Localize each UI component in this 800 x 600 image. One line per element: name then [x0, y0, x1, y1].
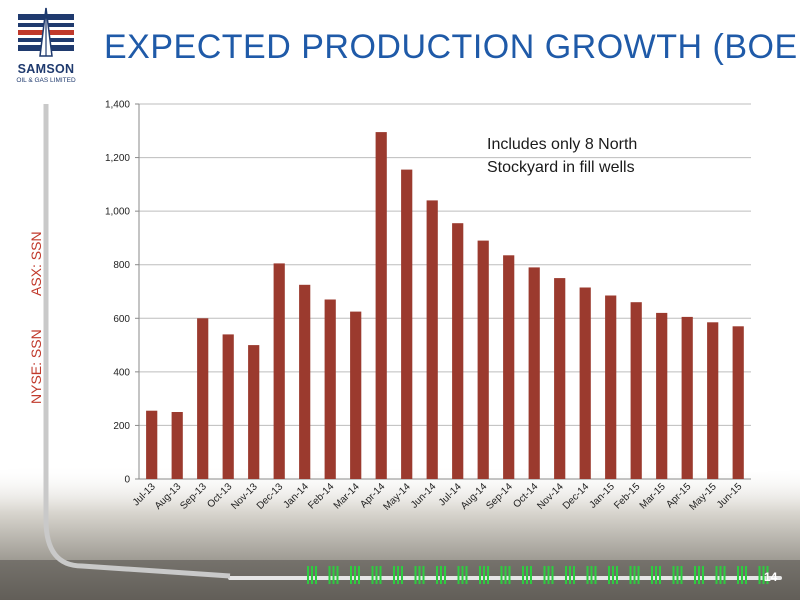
- y-tick-label: 1,200: [105, 153, 130, 164]
- bar-feb-14: [324, 299, 336, 479]
- x-tick-label: Mar-14: [332, 481, 362, 511]
- slide-title: EXPECTED PRODUCTION GROWTH (BOEPD): [104, 28, 800, 66]
- bar-may-14: [401, 169, 413, 479]
- x-tick-label: Sep-14: [484, 481, 515, 512]
- annotation-line-2: Stockyard in fill wells: [487, 159, 635, 176]
- x-tick-label: Jan-14: [281, 481, 311, 511]
- bar-feb-15: [630, 302, 642, 479]
- bar-jul-14: [452, 223, 464, 479]
- bar-nov-14: [554, 278, 566, 479]
- y-tick-label: 0: [124, 475, 130, 486]
- bar-sep-14: [503, 255, 515, 479]
- bar-mar-14: [350, 311, 362, 479]
- page-number: 14: [764, 570, 778, 584]
- y-tick-label: 800: [113, 260, 130, 271]
- bar-aug-14: [477, 240, 489, 479]
- bar-oct-13: [222, 334, 234, 479]
- bar-jan-15: [605, 295, 617, 479]
- bar-may-15: [707, 322, 719, 479]
- company-logo: SAMSON OIL & GAS LIMITED: [8, 6, 84, 96]
- x-tick-label: May-15: [688, 481, 720, 513]
- bar-jul-13: [146, 410, 158, 479]
- bar-nov-13: [248, 345, 260, 479]
- chart-annotation: Includes only 8 North Stockyard in fill …: [487, 133, 637, 179]
- x-tick-label: May-14: [382, 481, 414, 513]
- bar-oct-14: [528, 267, 540, 479]
- x-tick-label: Mar-15: [638, 481, 668, 511]
- logo-mark-icon: [18, 7, 74, 57]
- bar-dec-14: [579, 287, 591, 479]
- bar-apr-15: [681, 316, 693, 479]
- x-tick-label: Jan-15: [587, 481, 617, 511]
- y-tick-label: 1,000: [105, 207, 130, 218]
- x-tick-label: Dec-14: [561, 481, 592, 512]
- y-tick-label: 600: [113, 314, 130, 325]
- x-tick-label: Aug-14: [459, 481, 490, 512]
- logo-name: SAMSON: [17, 62, 75, 76]
- bar-sep-13: [197, 318, 209, 479]
- x-tick-label: Nov-14: [535, 481, 566, 512]
- annotation-line-1: Includes only 8 North: [487, 136, 638, 153]
- bar-apr-14: [375, 132, 387, 479]
- bar-dec-13: [273, 263, 285, 479]
- x-tick-label: Sep-13: [178, 481, 209, 512]
- bar-mar-15: [656, 312, 668, 479]
- x-tick-label: Jun-15: [715, 481, 745, 511]
- y-tick-label: 1,400: [105, 100, 130, 111]
- x-tick-label: Aug-13: [153, 481, 184, 512]
- bar-aug-13: [171, 412, 183, 479]
- y-tick-label: 200: [113, 421, 130, 432]
- x-tick-label: Jun-14: [409, 481, 439, 511]
- x-tick-label: Feb-15: [612, 481, 642, 511]
- x-tick-label: Nov-13: [229, 481, 260, 512]
- bar-jun-14: [426, 200, 438, 479]
- y-tick-label: 400: [113, 367, 130, 378]
- bar-jan-14: [299, 284, 311, 479]
- x-tick-label: Dec-13: [255, 481, 286, 512]
- bar-jun-15: [732, 326, 744, 479]
- logo-subtitle: OIL & GAS LIMITED: [16, 77, 76, 84]
- x-tick-label: Feb-14: [306, 481, 336, 511]
